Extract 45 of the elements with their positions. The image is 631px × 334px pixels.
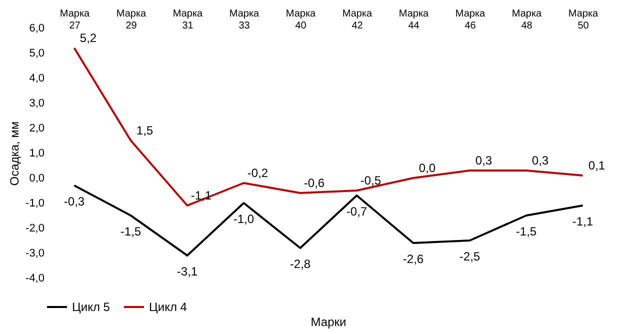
y-tick-label: 6,0 [29,22,44,34]
data-label: -0,7 [346,204,368,218]
y-tick-label: 2,0 [29,122,44,134]
data-label: -1,0 [233,212,254,226]
data-label: -1,5 [120,224,142,238]
y-tick-label: 5,0 [29,48,44,60]
data-label: 0,3 [532,154,549,168]
x-tick-label: Марка 27 [60,8,90,32]
y-tick-label: -2,0 [26,222,44,234]
y-tick-label: 3,0 [29,98,44,110]
data-label: 1,5 [136,124,154,138]
x-tick-label: Марка 48 [512,8,542,32]
data-label: 0,3 [475,154,492,168]
data-label: -0,5 [360,174,382,188]
y-tick-label: -3,0 [26,248,44,260]
data-label: -2,6 [402,252,424,266]
y-tick-label: 4,0 [29,72,44,84]
legend-label: Цикл 5 [72,300,110,314]
x-tick-label: Марка 42 [342,8,373,32]
x-axis-title: Марки [310,315,346,329]
data-label: 0,0 [418,161,436,175]
x-tick-label: Марка 29 [116,8,147,32]
y-axis-title: Осадка, мм [8,121,22,186]
data-label: -0,6 [304,176,325,190]
data-label: -0,2 [247,166,268,180]
x-tick-label: Марка 33 [229,8,260,32]
data-label: -2,8 [290,257,311,271]
y-tick-label: 0,0 [29,172,44,184]
x-tick-label: Марка 31 [172,8,204,32]
data-label: 5,2 [80,31,97,45]
y-tick-label: -4,0 [26,272,44,284]
data-label: -2,5 [459,250,480,264]
data-label: -1,1 [572,214,594,228]
data-label: -0,3 [64,194,85,208]
legend-label: Цикл 4 [149,300,188,314]
x-tick-label: Марка 40 [286,8,316,32]
data-label: -3,1 [176,264,198,278]
data-label: -1,1 [190,188,212,202]
data-label: 0,1 [588,158,606,172]
y-tick-label: -1,0 [26,198,44,210]
data-label: -1,5 [516,224,537,238]
x-tick-label: Марка 46 [455,8,486,32]
x-tick-label: Марка 50 [568,8,599,32]
x-tick-label: Марка 44 [398,8,430,32]
y-tick-label: 1,0 [29,148,44,160]
